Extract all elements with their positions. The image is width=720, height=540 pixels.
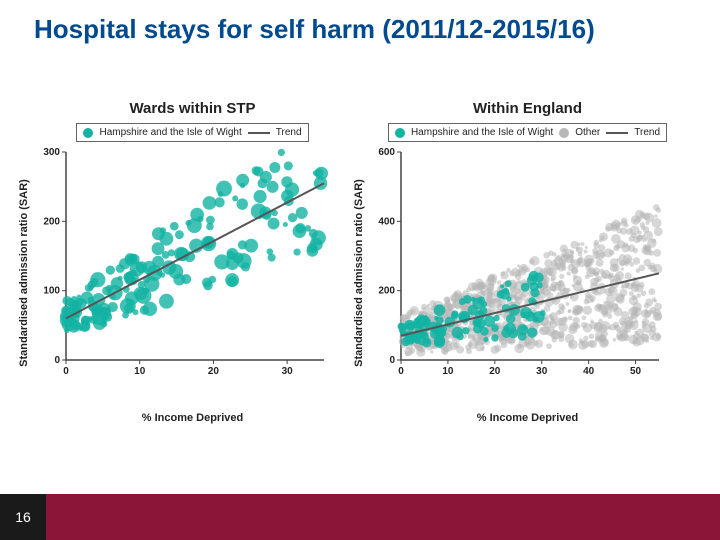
chart-svg: 0 200 400 600 0 10 20 30 40 50 — [365, 148, 665, 378]
legend: Hampshire and the Isle of Wight Other Tren… — [388, 123, 667, 142]
legend-dot-icon — [83, 128, 93, 138]
svg-text:100: 100 — [43, 286, 60, 297]
plot-area: Standardised admission ratio (SAR)020040… — [365, 148, 690, 398]
legend-dot-icon — [559, 128, 569, 138]
legend-label: Hampshire and the Isle of Wight — [411, 127, 553, 138]
legend-line-icon — [248, 132, 270, 134]
svg-text:200: 200 — [378, 286, 395, 297]
svg-text:600: 600 — [378, 148, 395, 158]
page-number: 16 — [15, 509, 31, 525]
svg-text:0: 0 — [389, 355, 395, 366]
svg-text:10: 10 — [134, 366, 146, 377]
svg-text:30: 30 — [282, 366, 294, 377]
svg-text:40: 40 — [583, 366, 595, 377]
chart-svg: 0 100 200 300 0 10 20 30 — [30, 148, 330, 378]
footer-bar — [0, 494, 720, 540]
chart-title: Within England — [365, 100, 690, 117]
legend-line-icon — [606, 132, 628, 134]
chart-panel-1: Within England Hampshire and the Isle of … — [365, 100, 690, 440]
y-axis-label: Standardised admission ratio (SAR) — [353, 179, 365, 367]
svg-text:20: 20 — [489, 366, 501, 377]
chart-title: Wards within STP — [30, 100, 355, 117]
legend: Hampshire and the Isle of Wight Trend — [76, 123, 308, 142]
y-axis-label: Standardised admission ratio (SAR) — [18, 179, 30, 367]
legend-label: Hampshire and the Isle of Wight — [99, 127, 241, 138]
svg-text:200: 200 — [43, 216, 60, 227]
legend-label: Trend — [634, 127, 660, 138]
svg-text:10: 10 — [442, 366, 454, 377]
legend-dot-icon — [395, 128, 405, 138]
svg-text:0: 0 — [398, 366, 404, 377]
charts-row: Wards within STP Hampshire and the Isle o… — [30, 100, 690, 440]
chart-panel-0: Wards within STP Hampshire and the Isle o… — [30, 100, 355, 440]
svg-text:0: 0 — [63, 366, 69, 377]
legend-label: Trend — [276, 127, 302, 138]
legend-label: Other — [575, 127, 600, 138]
page-title: Hospital stays for self harm (2011/12-20… — [34, 14, 595, 45]
svg-text:300: 300 — [43, 148, 60, 158]
svg-text:400: 400 — [378, 216, 395, 227]
svg-text:20: 20 — [208, 366, 220, 377]
slide: Hospital stays for self harm (2011/12-20… — [0, 0, 720, 540]
plot-area: Standardised admission ratio (SAR)010020… — [30, 148, 355, 398]
page-number-box: 16 — [0, 494, 46, 540]
svg-text:30: 30 — [536, 366, 548, 377]
x-axis-label: % Income Deprived — [30, 412, 355, 424]
trend-line — [66, 183, 324, 318]
x-axis-label: % Income Deprived — [365, 412, 690, 424]
svg-text:0: 0 — [54, 355, 60, 366]
svg-text:50: 50 — [630, 366, 642, 377]
